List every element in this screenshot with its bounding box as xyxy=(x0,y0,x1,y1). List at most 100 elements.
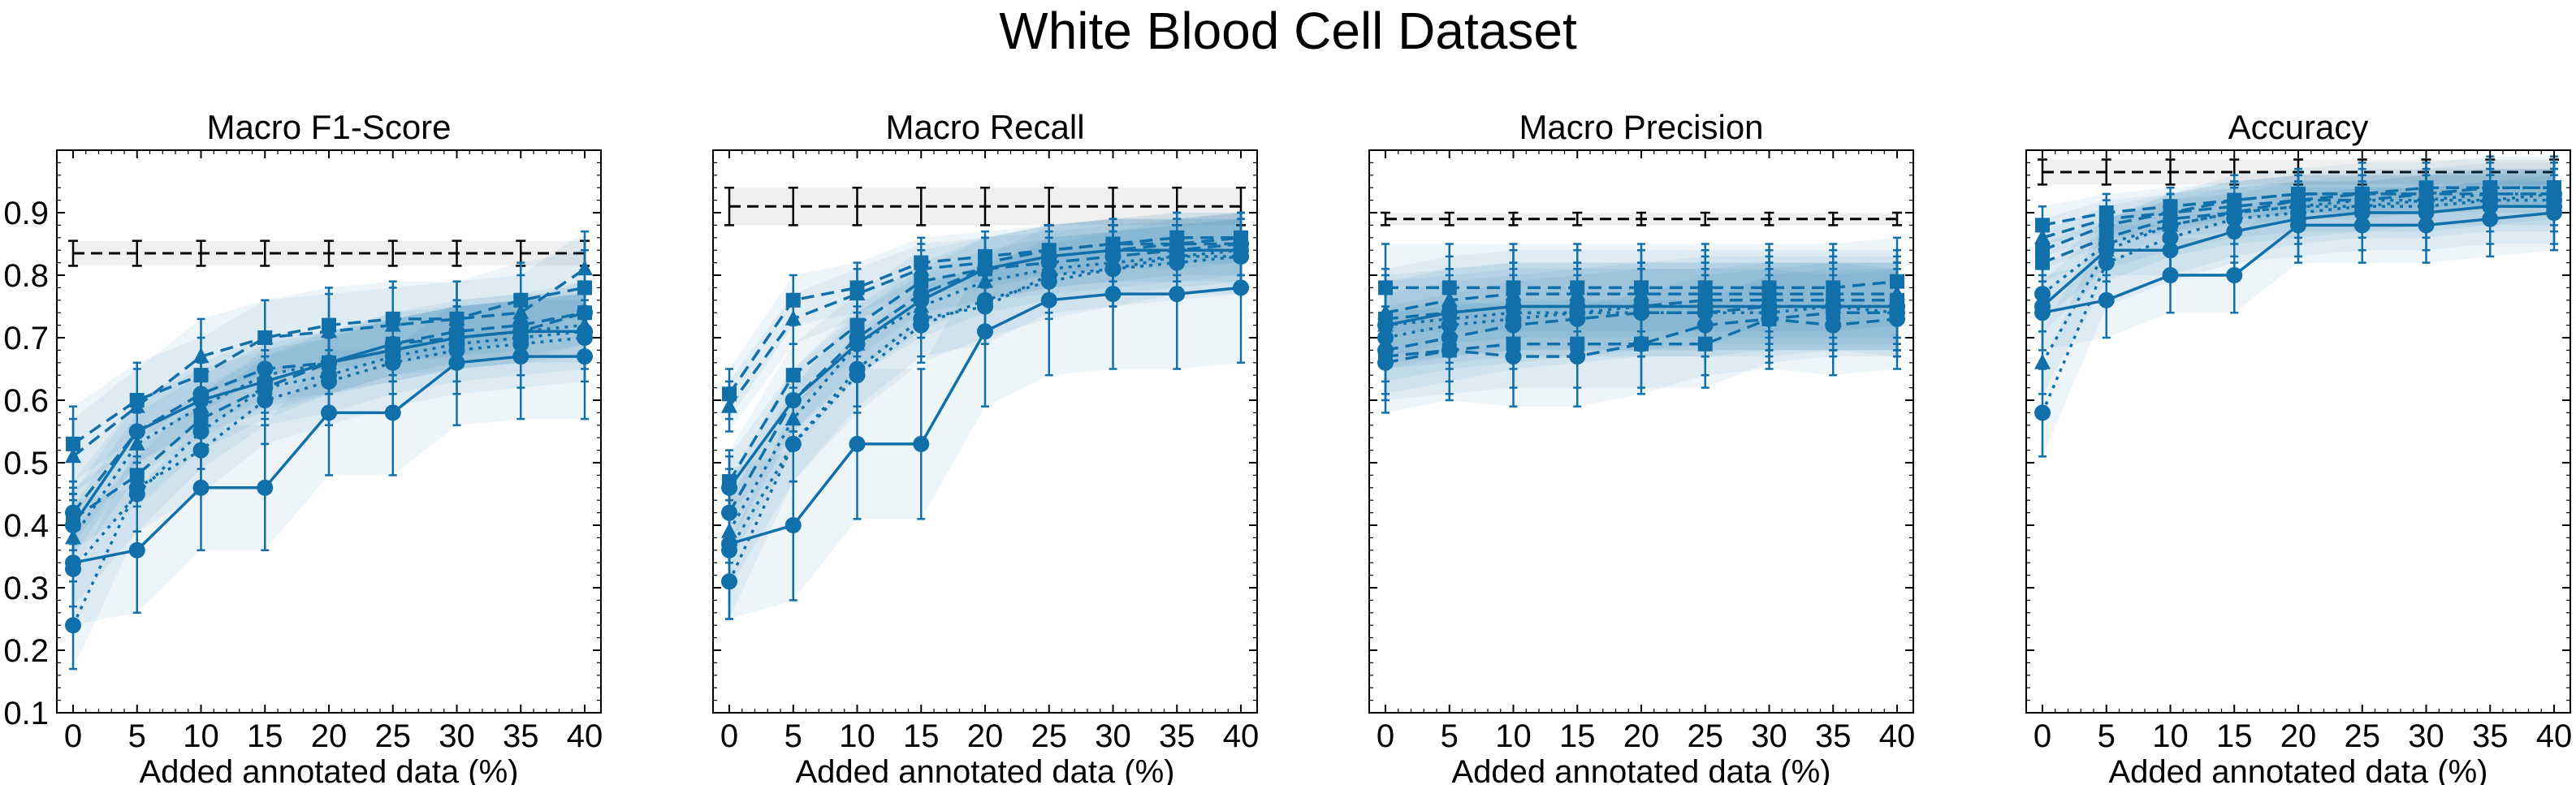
x-axis-label: Added annotated data (%) xyxy=(139,754,518,785)
data-point-circle xyxy=(1696,317,1714,334)
data-point-circle xyxy=(849,435,866,452)
y-tick-label: 0.1 xyxy=(3,696,49,731)
y-tick-label: 0.4 xyxy=(3,508,49,544)
series-line xyxy=(2041,192,2554,364)
data-point-circle xyxy=(784,435,802,452)
x-tick-label: 35 xyxy=(1159,718,1195,754)
data-point-circle xyxy=(721,536,737,553)
data-point-circle xyxy=(1233,279,1249,296)
x-tick-label: 5 xyxy=(1441,718,1459,754)
chart-panel-1: Macro F1-Score 0 5 10 15 20 25 30 35 40 0.1 0.2 0.3 0… xyxy=(3,108,603,785)
data-point-circle xyxy=(1825,317,1842,334)
series-line xyxy=(2042,186,2554,227)
x-tick-label: 30 xyxy=(439,718,475,754)
x-tick-label: 15 xyxy=(1559,718,1596,754)
data-point-circle xyxy=(913,291,930,308)
data-point-circle xyxy=(1040,291,1057,308)
y-tick-label: 0.3 xyxy=(3,571,49,606)
data-point-circle xyxy=(128,423,145,440)
x-tick-label: 40 xyxy=(1879,718,1916,754)
data-point-triangle xyxy=(321,322,337,339)
x-tick-label: 5 xyxy=(128,718,146,754)
x-tick-label: 35 xyxy=(1815,718,1852,754)
series-line xyxy=(1385,292,1897,314)
series-9 xyxy=(2034,174,2562,352)
series-line xyxy=(2042,186,2554,252)
data-point-circle xyxy=(2226,223,2243,240)
data-point-circle xyxy=(65,554,81,571)
x-tick-label: 20 xyxy=(311,718,348,754)
x-tick-label: 10 xyxy=(839,718,875,754)
figure-title: White Blood Cell Dataset xyxy=(999,2,1577,60)
data-point-circle xyxy=(257,479,274,496)
data-point-circle xyxy=(2098,291,2115,308)
y-tick-label: 0.5 xyxy=(3,446,49,481)
data-point-square xyxy=(2035,255,2050,270)
panel-title: Accuracy xyxy=(2228,108,2369,146)
data-point-circle xyxy=(1633,335,1649,352)
series-line xyxy=(1385,317,1898,364)
x-tick-label: 25 xyxy=(1031,718,1068,754)
data-point-circle xyxy=(849,335,866,352)
data-point-triangle xyxy=(2034,353,2051,369)
x-axis-label: Added annotated data (%) xyxy=(1451,754,1830,785)
series-line xyxy=(728,248,1242,533)
data-point-triangle xyxy=(849,285,866,301)
x-tick-label: 15 xyxy=(903,718,940,754)
data-point-circle xyxy=(2353,217,2371,234)
y-tick-label: 0.9 xyxy=(3,196,49,231)
x-tick-label: 0 xyxy=(1377,718,1394,754)
chart-panel-2: Macro Recall 0 5 10 15 20 25 30 35 40 Added annota… xyxy=(712,108,1259,785)
data-point-circle xyxy=(2162,267,2179,283)
data-point-triangle xyxy=(784,309,802,326)
data-point-circle xyxy=(2098,242,2115,259)
data-point-circle xyxy=(577,348,593,365)
data-point-circle xyxy=(913,435,930,452)
x-tick-label: 35 xyxy=(503,718,539,754)
x-tick-label: 20 xyxy=(1623,718,1660,754)
data-point-circle xyxy=(257,373,274,390)
data-point-circle xyxy=(2034,304,2051,321)
data-point-triangle xyxy=(65,447,81,464)
x-tick-label: 15 xyxy=(247,718,283,754)
data-point-circle xyxy=(2546,205,2562,221)
data-point-circle xyxy=(1169,286,1186,303)
x-tick-label: 25 xyxy=(1688,718,1724,754)
series-9 xyxy=(65,292,593,627)
y-tick-label: 0.6 xyxy=(3,383,49,419)
data-point-circle xyxy=(1505,348,1522,365)
data-point-triangle xyxy=(577,260,593,276)
x-axis-label: Added annotated data (%) xyxy=(795,754,1174,785)
data-point-circle xyxy=(1441,342,1458,359)
data-point-circle xyxy=(784,392,802,408)
data-point-triangle xyxy=(257,329,274,344)
x-tick-label: 0 xyxy=(2034,718,2051,754)
x-tick-label: 0 xyxy=(720,718,738,754)
x-tick-label: 30 xyxy=(1751,718,1787,754)
x-tick-label: 10 xyxy=(183,718,219,754)
data-point-circle xyxy=(192,479,210,496)
panel-title: Macro Recall xyxy=(885,108,1084,146)
x-tick-label: 20 xyxy=(2280,718,2317,754)
series-line xyxy=(728,242,1242,514)
plot-frame xyxy=(1368,149,1914,714)
data-point-triangle xyxy=(721,397,737,413)
x-tick-label: 5 xyxy=(784,718,802,754)
data-point-circle xyxy=(1569,348,1586,365)
data-point-circle xyxy=(128,541,145,559)
data-point-circle xyxy=(1889,310,1905,327)
x-tick-label: 30 xyxy=(2408,718,2444,754)
y-tick-label: 0.8 xyxy=(3,258,49,294)
data-point-circle xyxy=(2034,404,2051,421)
x-tick-label: 20 xyxy=(967,718,1004,754)
data-point-circle xyxy=(321,404,337,421)
x-tick-label: 30 xyxy=(1095,718,1131,754)
data-point-circle xyxy=(2290,217,2306,234)
series-9 xyxy=(1377,268,1905,414)
data-point-circle xyxy=(1377,354,1394,371)
data-point-circle xyxy=(1104,286,1122,303)
data-point-circle xyxy=(2418,217,2435,234)
data-point-triangle xyxy=(192,347,210,364)
x-tick-label: 10 xyxy=(1495,718,1532,754)
